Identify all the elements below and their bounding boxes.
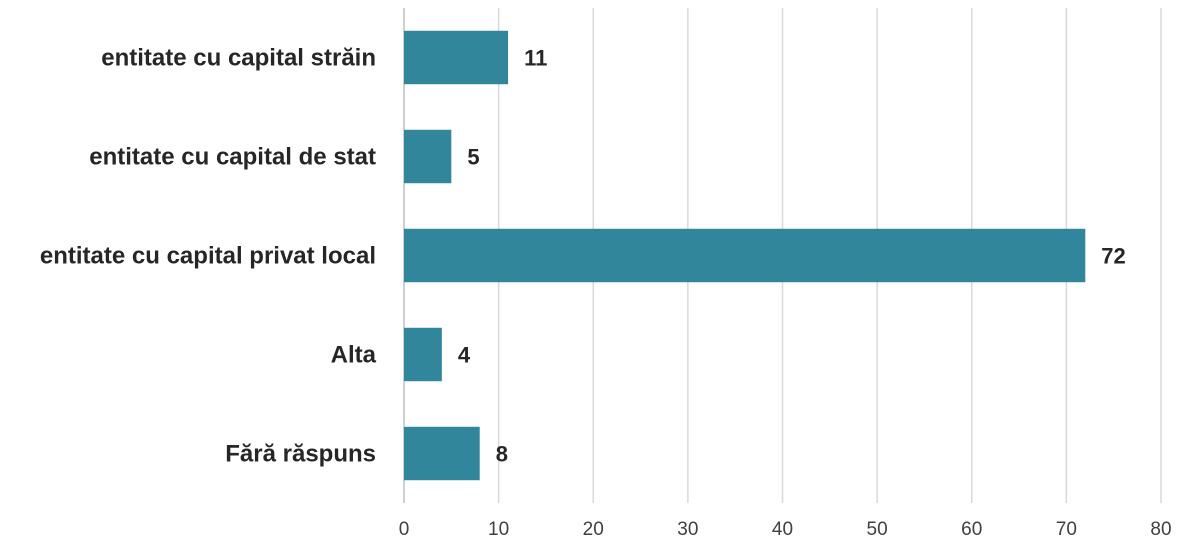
bar [404, 228, 1086, 283]
data-label: 11 [524, 46, 547, 71]
x-axis-tick-labels: 0 10 20 30 40 50 60 70 80 [399, 519, 1172, 540]
data-label: 8 [496, 442, 508, 467]
data-label: 5 [467, 145, 479, 170]
x-tick-label: 50 [867, 519, 888, 540]
category-label: entitate cu capital străin [101, 45, 376, 72]
x-tick-label: 10 [488, 519, 509, 540]
bars [404, 30, 1086, 481]
category-label: entitate cu capital privat local [40, 243, 376, 270]
category-label: Fără răspuns [225, 441, 376, 468]
category-label: entitate cu capital de stat [89, 144, 376, 171]
x-tick-label: 60 [961, 519, 982, 540]
data-label: 72 [1101, 244, 1125, 269]
x-tick-label: 40 [772, 519, 793, 540]
bar [404, 327, 442, 382]
category-labels: entitate cu capital străin entitate cu ca… [40, 45, 377, 468]
data-label: 4 [458, 343, 471, 368]
bar [404, 30, 509, 85]
x-tick-label: 70 [1056, 519, 1077, 540]
bar [404, 426, 480, 481]
data-labels: 11 5 72 4 8 [458, 46, 1126, 467]
x-tick-label: 30 [677, 519, 698, 540]
x-tick-label: 0 [399, 519, 410, 540]
bar [404, 129, 452, 184]
x-tick-label: 20 [583, 519, 604, 540]
category-label: Alta [331, 342, 377, 369]
x-tick-label: 80 [1150, 519, 1171, 540]
